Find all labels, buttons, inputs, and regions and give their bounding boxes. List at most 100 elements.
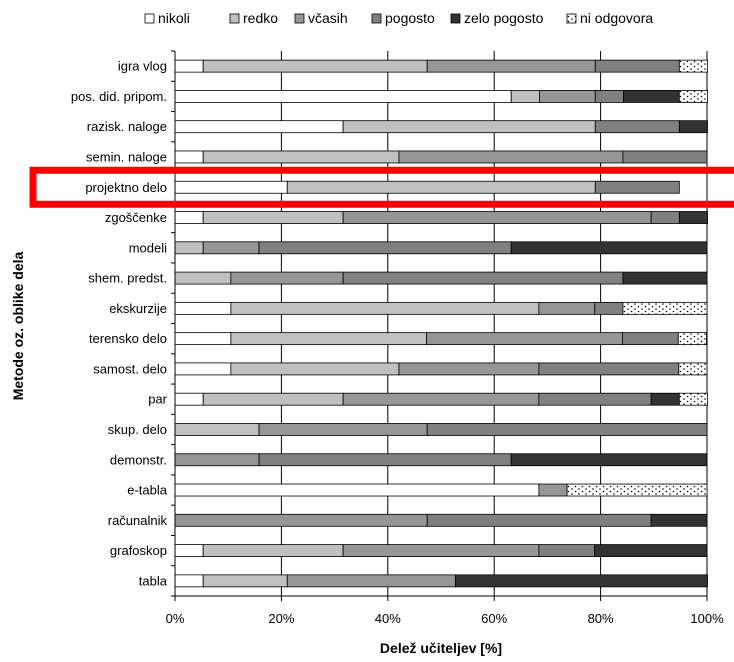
- bar-segment: [174, 423, 260, 436]
- bar-segment: [538, 301, 596, 315]
- legend-label: ni odgovora: [580, 10, 653, 26]
- category-label: modeli: [129, 240, 167, 255]
- bar-segment: [174, 392, 204, 406]
- bar-segment: [174, 544, 204, 557]
- bar-segment: [538, 392, 652, 406]
- bar-segment: [538, 544, 596, 557]
- category-label: tabla: [139, 573, 168, 588]
- x-tick-label: 0%: [166, 611, 185, 626]
- bar-segment: [510, 90, 540, 103]
- bar-segment: [174, 241, 204, 255]
- bar-segment: [230, 301, 540, 315]
- bar-segment: [230, 332, 428, 346]
- legend: nikoli redko včasih pogosto zelo pogosto ni o…: [144, 10, 653, 26]
- bar-segment: [174, 180, 288, 194]
- legend-label: zelo pogosto: [464, 10, 544, 26]
- category-label: terensko delo: [89, 331, 167, 346]
- bar-segment: [622, 271, 708, 285]
- legend-swatch: [294, 13, 305, 24]
- category-label: računalnik: [108, 513, 168, 528]
- category-label: shem. predst.: [88, 271, 167, 286]
- bar-segment: [230, 271, 344, 285]
- bar-segment: [678, 362, 708, 376]
- bar-segment: [286, 180, 596, 194]
- bar-segment: [174, 574, 204, 588]
- bar-segment: [342, 392, 540, 406]
- bar-segment: [342, 544, 540, 557]
- bar-segment: [202, 392, 344, 406]
- bar-segment: [202, 241, 260, 255]
- bar-segment: [174, 513, 428, 527]
- bar-segment: [539, 90, 596, 103]
- bar-segment: [174, 90, 512, 103]
- bar-segment: [202, 544, 344, 557]
- bar-segment: [258, 423, 428, 436]
- bar-segment: [202, 150, 400, 164]
- legend-label: nikoli: [158, 10, 190, 26]
- bar-segment: [286, 574, 456, 588]
- legend-swatch: [450, 13, 461, 24]
- bar-segment: [594, 301, 624, 315]
- bar-segment: [538, 362, 680, 376]
- bar-segment: [623, 90, 680, 103]
- category-label: projektno delo: [85, 180, 167, 195]
- bar-segment: [174, 120, 344, 134]
- bar-segment: [650, 513, 708, 527]
- bar-segment: [398, 150, 624, 164]
- bar-segment: [622, 150, 708, 164]
- legend-swatch: [229, 13, 240, 24]
- bar-segment: [678, 392, 708, 406]
- bar-segment: [398, 362, 540, 376]
- legend-label: redko: [243, 10, 278, 26]
- bar-segment: [678, 90, 708, 103]
- bar-segment: [258, 241, 512, 255]
- bar-segment: [594, 120, 680, 134]
- bar-segment: [230, 362, 400, 376]
- bar-segment: [174, 271, 232, 285]
- bar-segment: [342, 120, 596, 134]
- bar-segment: [426, 513, 652, 527]
- bar-segment: [622, 301, 708, 315]
- bars: [174, 59, 708, 588]
- labels: 0% 20% 40% 60% 80% 100% igra vlog pos. did. pri…: [71, 59, 724, 626]
- highlight-box: [29, 166, 734, 208]
- bar-segment: [426, 59, 596, 73]
- category-label: ekskurzije: [109, 301, 167, 316]
- x-tick-label: 80%: [588, 611, 614, 626]
- bar-segment: [678, 120, 708, 134]
- bar-segment: [566, 483, 708, 497]
- bar-segment: [650, 211, 680, 224]
- legend-label: pogosto: [385, 10, 435, 26]
- legend-swatch: [144, 13, 155, 24]
- x-tick-label: 100%: [690, 611, 724, 626]
- bar-segment: [594, 180, 680, 194]
- bar-segment: [426, 423, 708, 436]
- bar-segment: [510, 241, 708, 255]
- legend-label: včasih: [308, 10, 348, 26]
- category-label: grafoskop: [110, 543, 167, 558]
- bar-segment: [454, 574, 708, 588]
- bar-segment: [174, 150, 204, 164]
- bar-segment: [594, 544, 708, 557]
- category-label: samost. delo: [93, 361, 167, 376]
- category-label: zgoščenke: [105, 210, 167, 225]
- bar-segment: [510, 453, 708, 467]
- bar-segment: [594, 59, 680, 73]
- category-label: e-tabla: [127, 483, 168, 498]
- bar-segment: [342, 271, 624, 285]
- category-label: par: [148, 392, 167, 407]
- bar-segment: [678, 211, 708, 224]
- bar-segment: [202, 211, 344, 224]
- bar-segment: [174, 362, 232, 376]
- bar-segment: [678, 59, 708, 73]
- category-label: razisk. naloge: [87, 119, 167, 134]
- bar-segment: [538, 483, 568, 497]
- bar-segment: [426, 332, 623, 346]
- x-tick-label: 20%: [268, 611, 294, 626]
- category-label: skup. delo: [108, 422, 167, 437]
- legend-swatch: [371, 13, 382, 24]
- x-tick-label: 40%: [375, 611, 401, 626]
- category-label: pos. did. pripom.: [71, 89, 167, 104]
- bar-segment: [202, 574, 288, 588]
